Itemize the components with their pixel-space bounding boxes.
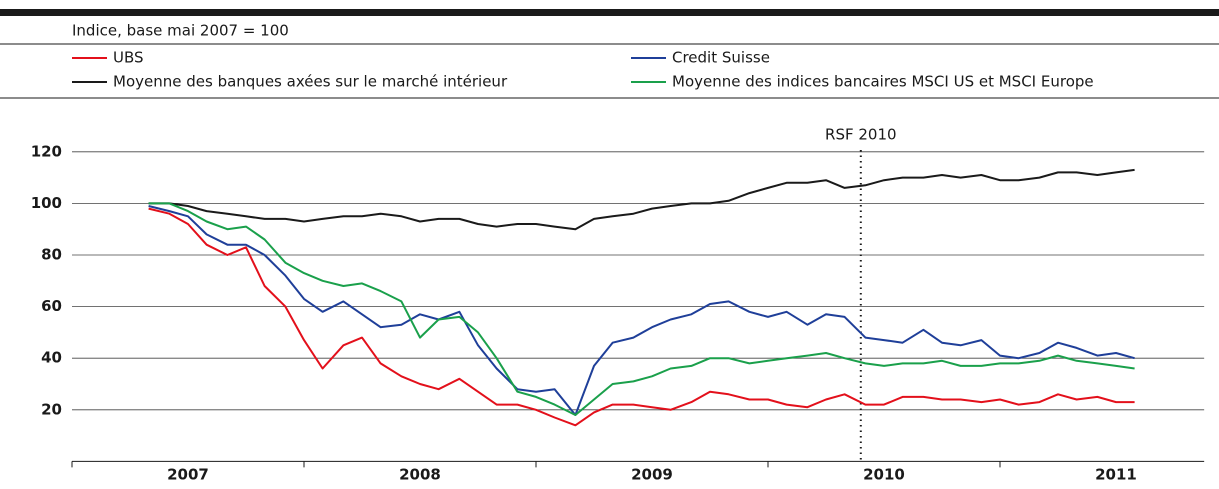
x-tick-label: 2007	[167, 466, 209, 484]
legend: UBS Credit Suisse Moyenne des banques axée…	[72, 49, 1094, 91]
header-rule	[0, 9, 1219, 16]
series-line	[148, 205, 1135, 416]
y-tick-label: 120	[31, 142, 62, 160]
x-tick-label: 2008	[399, 466, 441, 484]
legend-label: UBS	[113, 49, 144, 67]
series-line	[148, 168, 1135, 231]
y-tick-label: 20	[41, 400, 62, 418]
chart-subtitle: Indice, base mai 2007 = 100	[72, 22, 289, 40]
x-tick-label: 2010	[863, 466, 905, 484]
legend-label: Credit Suisse	[672, 49, 770, 67]
y-tick-label: 40	[41, 349, 62, 367]
series-line	[148, 202, 1135, 416]
y-tick-label: 80	[41, 246, 62, 264]
annotation-label: RSF 2010	[825, 126, 897, 144]
x-tick-label: 2011	[1095, 466, 1137, 484]
y-tick-label: 60	[41, 297, 62, 315]
y-tick-label: 100	[31, 194, 62, 212]
series-line	[148, 207, 1135, 427]
plot: 20 40 60 80 100 120 2007 2008 2009 2010 2011 RSF 20…	[31, 126, 1205, 484]
legend-label: Moyenne des indices bancaires MSCI US et…	[672, 73, 1094, 91]
x-tick-label: 2009	[631, 466, 673, 484]
legend-label: Moyenne des banques axées sur le marché …	[113, 73, 508, 91]
